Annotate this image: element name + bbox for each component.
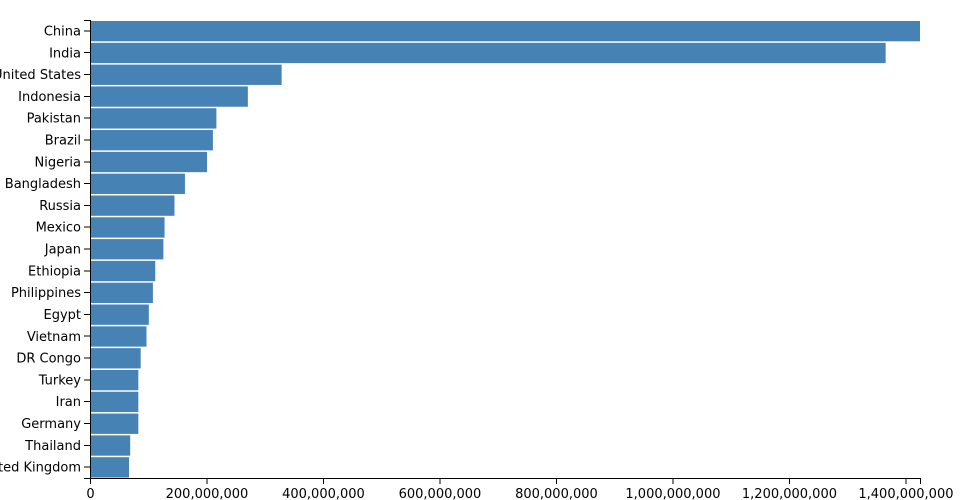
y-tick-label-russia: Russia: [39, 199, 81, 214]
y-tick-label-egypt: Egypt: [43, 308, 81, 323]
y-axis-line: [84, 20, 91, 479]
bar-united-kingdom: [90, 457, 130, 478]
x-tick-label-0: 0: [86, 487, 94, 500]
bar-japan: [90, 239, 164, 260]
bar-turkey: [90, 369, 139, 391]
x-tick-label-3: 600,000,000: [399, 487, 482, 500]
bar-thailand: [90, 435, 131, 456]
bar-indonesia: [90, 86, 248, 107]
y-tick-label-brazil: Brazil: [45, 134, 81, 149]
y-tick-label-mexico: Mexico: [36, 221, 81, 236]
y-tick-label-iran: Iran: [56, 395, 81, 410]
y-tick-label-vietnam: Vietnam: [27, 330, 81, 345]
y-tick-label-thailand: Thailand: [24, 439, 81, 454]
bars-layer: [90, 21, 920, 478]
x-axis: 0 200,000,000 400,000,000 600,000,000 800,00…: [86, 478, 953, 500]
y-tick-label-nigeria: Nigeria: [34, 155, 81, 170]
y-tick-label-ethiopia: Ethiopia: [28, 264, 81, 279]
x-tick-label-7: 1,400,000,000: [858, 487, 953, 500]
bar-china: [90, 21, 920, 42]
bar-bangladesh: [90, 173, 185, 194]
y-tick-label-bangladesh: Bangladesh: [5, 177, 81, 192]
bar-india: [90, 42, 886, 64]
bar-united-states: [90, 64, 282, 85]
x-tick-label-1: 200,000,000: [166, 487, 249, 500]
y-tick-label-japan: Japan: [44, 243, 81, 258]
bar-iran: [90, 391, 139, 413]
y-tick-label-dr-congo: DR Congo: [16, 352, 81, 367]
y-tick-label-germany: Germany: [21, 417, 81, 432]
bar-mexico: [90, 217, 165, 238]
y-axis: China India United States Indonesia Pakistan…: [0, 20, 91, 479]
y-tick-label-turkey: Turkey: [38, 373, 82, 388]
x-tick-label-2: 400,000,000: [282, 487, 365, 500]
y-tick-label-india: India: [49, 46, 81, 61]
y-tick-label-pakistan: Pakistan: [27, 112, 81, 127]
bar-pakistan: [90, 108, 217, 129]
bar-egypt: [90, 304, 149, 325]
bar-ethiopia: [90, 260, 156, 282]
bar-russia: [90, 195, 175, 216]
y-tick-label-philippines: Philippines: [11, 286, 81, 301]
bar-philippines: [90, 282, 153, 304]
bar-brazil: [90, 130, 213, 151]
bar-nigeria: [90, 151, 208, 173]
y-tick-label-indonesia: Indonesia: [18, 90, 81, 105]
x-tick-label-4: 800,000,000: [515, 487, 598, 500]
y-tick-label-united-states: United States: [0, 68, 81, 83]
y-tick-label-united-kingdom: United Kingdom: [0, 461, 81, 476]
x-tick-label-5: 1,000,000,000: [625, 487, 720, 500]
x-axis-line: [90, 478, 921, 484]
bar-germany: [90, 413, 139, 434]
x-tick-label-6: 1,200,000,000: [742, 487, 837, 500]
bar-dr-congo: [90, 348, 141, 369]
bar-vietnam: [90, 326, 147, 347]
y-tick-label-china: China: [44, 24, 81, 39]
